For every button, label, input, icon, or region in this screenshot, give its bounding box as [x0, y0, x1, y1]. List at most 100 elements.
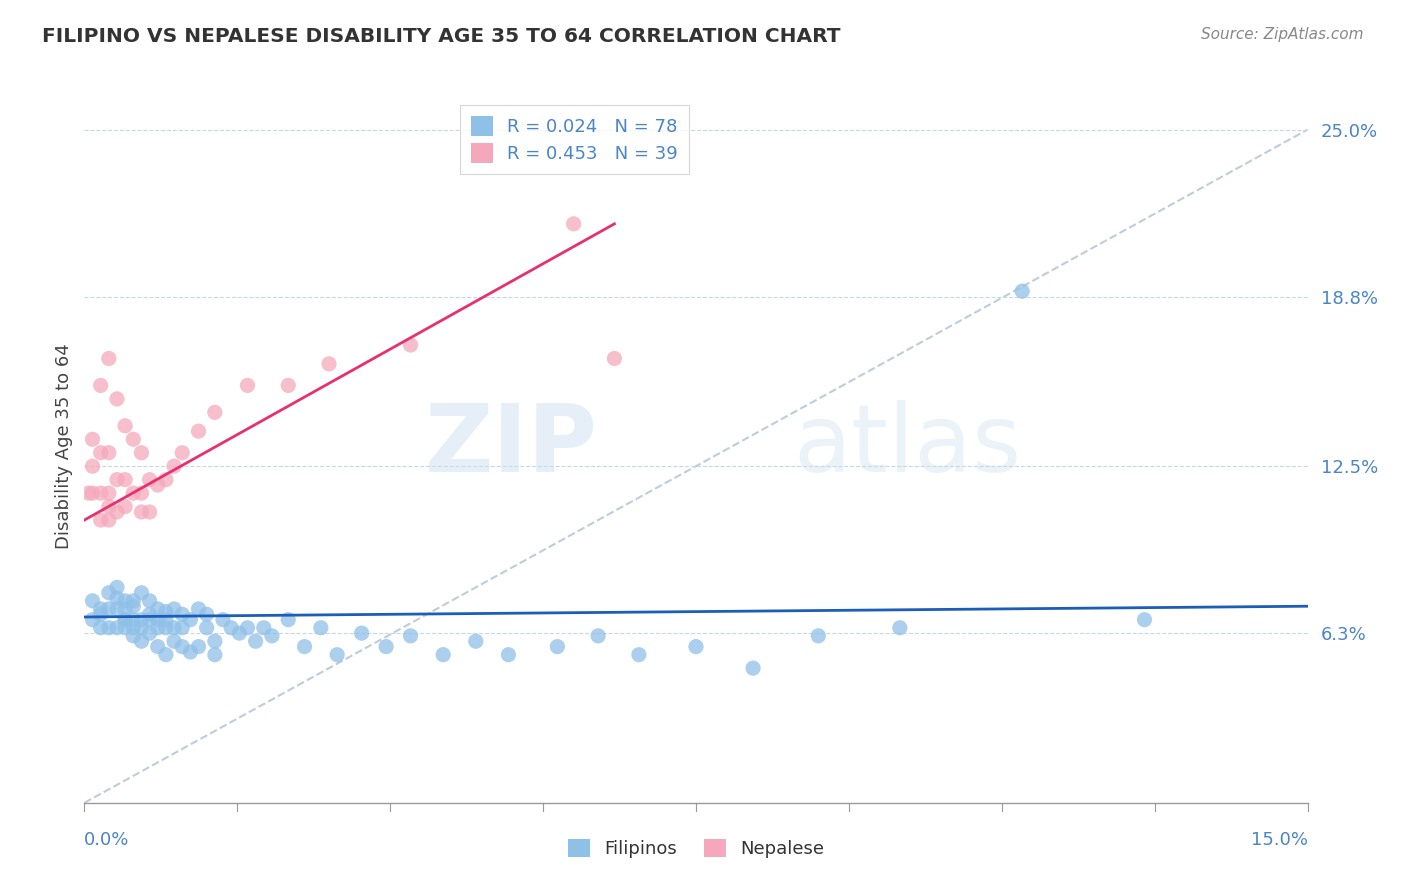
Point — [236, 621, 259, 635]
Point — [105, 473, 128, 487]
Point — [131, 486, 153, 500]
Point — [90, 513, 112, 527]
Point — [187, 640, 209, 654]
Point — [114, 500, 136, 514]
Point — [155, 648, 177, 662]
Point — [82, 486, 104, 500]
Point — [163, 602, 186, 616]
Point — [77, 486, 100, 500]
Point — [163, 634, 186, 648]
Point — [131, 634, 153, 648]
Point — [146, 621, 169, 635]
Point — [318, 357, 340, 371]
Point — [97, 586, 120, 600]
Point — [163, 459, 186, 474]
Point — [350, 626, 373, 640]
Point — [172, 607, 194, 622]
Point — [138, 613, 160, 627]
Point — [97, 621, 120, 635]
Point — [155, 621, 177, 635]
Point — [105, 602, 128, 616]
Point — [309, 621, 332, 635]
Point — [90, 621, 112, 635]
Point — [399, 629, 422, 643]
Point — [97, 500, 120, 514]
Point — [82, 613, 104, 627]
Point — [146, 640, 169, 654]
Point — [114, 473, 136, 487]
Point — [326, 648, 349, 662]
Point — [131, 446, 153, 460]
Point — [90, 446, 112, 460]
Point — [122, 621, 145, 635]
Point — [138, 626, 160, 640]
Point — [277, 613, 299, 627]
Point — [807, 629, 830, 643]
Point — [172, 621, 194, 635]
Point — [179, 613, 201, 627]
Point — [187, 424, 209, 438]
Point — [90, 602, 112, 616]
Point — [122, 594, 145, 608]
Point — [586, 629, 609, 643]
Point — [219, 621, 242, 635]
Point — [131, 613, 153, 627]
Point — [138, 473, 160, 487]
Point — [82, 459, 104, 474]
Point — [138, 505, 160, 519]
Text: 15.0%: 15.0% — [1250, 831, 1308, 849]
Point — [603, 351, 626, 366]
Point — [204, 648, 226, 662]
Point — [82, 594, 104, 608]
Point — [228, 626, 250, 640]
Point — [82, 432, 104, 446]
Point — [114, 602, 136, 616]
Point — [204, 634, 226, 648]
Point — [105, 505, 128, 519]
Text: atlas: atlas — [794, 400, 1022, 492]
Point — [122, 486, 145, 500]
Text: 0.0%: 0.0% — [84, 831, 129, 849]
Point — [742, 661, 765, 675]
Point — [97, 602, 120, 616]
Point — [131, 586, 153, 600]
Point — [114, 594, 136, 608]
Point — [187, 602, 209, 616]
Point — [114, 418, 136, 433]
Point — [546, 640, 568, 654]
Point — [277, 378, 299, 392]
Point — [105, 392, 128, 406]
Point — [97, 513, 120, 527]
Point — [889, 621, 911, 635]
Point — [131, 505, 153, 519]
Point — [122, 629, 145, 643]
Point — [1011, 284, 1033, 298]
Point — [155, 473, 177, 487]
Point — [114, 613, 136, 627]
Point — [138, 607, 160, 622]
Point — [155, 613, 177, 627]
Point — [195, 621, 218, 635]
Point — [375, 640, 398, 654]
Point — [155, 605, 177, 619]
Point — [105, 591, 128, 606]
Point — [464, 634, 486, 648]
Point — [146, 613, 169, 627]
Point — [90, 607, 112, 622]
Point — [146, 602, 169, 616]
Point — [1133, 613, 1156, 627]
Point — [131, 621, 153, 635]
Point — [432, 648, 454, 662]
Point — [498, 648, 520, 662]
Point — [253, 621, 276, 635]
Point — [562, 217, 585, 231]
Point — [212, 613, 235, 627]
Point — [105, 580, 128, 594]
Point — [122, 599, 145, 614]
Point — [122, 432, 145, 446]
Point — [245, 634, 267, 648]
Text: FILIPINO VS NEPALESE DISABILITY AGE 35 TO 64 CORRELATION CHART: FILIPINO VS NEPALESE DISABILITY AGE 35 T… — [42, 27, 841, 45]
Point — [90, 378, 112, 392]
Point — [172, 446, 194, 460]
Text: Source: ZipAtlas.com: Source: ZipAtlas.com — [1201, 27, 1364, 42]
